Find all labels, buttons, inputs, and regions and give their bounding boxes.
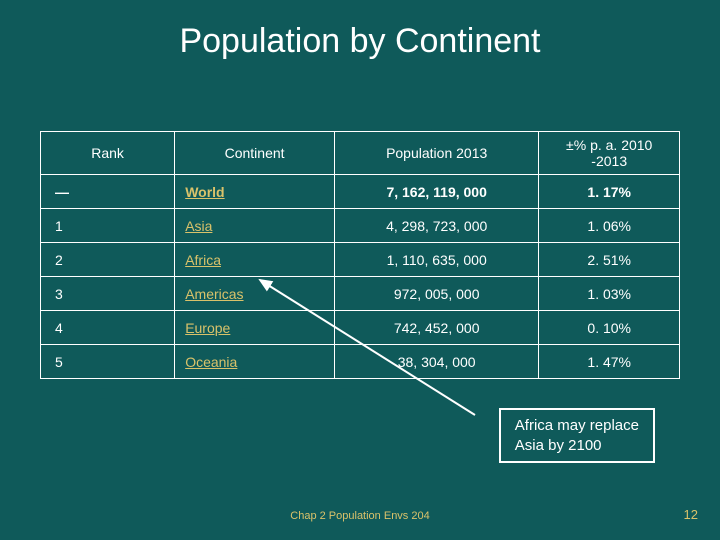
cell-rank: — [41, 175, 175, 209]
table-row: 5 Oceania 38, 304, 0001. 47% [41, 345, 680, 379]
callout-line2: Asia by 2100 [515, 436, 639, 456]
continent-link[interactable]: Europe [185, 320, 230, 336]
cell-continent: Americas [175, 277, 335, 311]
cell-continent: Asia [175, 209, 335, 243]
cell-rank: 4 [41, 311, 175, 345]
continent-link[interactable]: World [185, 184, 224, 200]
slide-number: 12 [684, 507, 698, 522]
cell-pct: 1. 47% [539, 345, 680, 379]
table-row: 4 Europe 742, 452, 0000. 10% [41, 311, 680, 345]
cell-population: 1, 110, 635, 000 [334, 243, 538, 277]
population-table-container: Rank Continent Population 2013 ±% p. a. … [40, 131, 680, 379]
table-row: 3 Americas 972, 005, 0001. 03% [41, 277, 680, 311]
cell-pct: 1. 03% [539, 277, 680, 311]
cell-population: 742, 452, 000 [334, 311, 538, 345]
header-rank: Rank [41, 132, 175, 175]
cell-pct: 1. 17% [539, 175, 680, 209]
table-body: — World 7, 162, 119, 0001. 17% 1 Asia 4, 298,… [41, 175, 680, 379]
continent-link[interactable]: Americas [185, 286, 243, 302]
cell-continent: Oceania [175, 345, 335, 379]
header-population: Population 2013 [334, 132, 538, 175]
table-header-row: Rank Continent Population 2013 ±% p. a. … [41, 132, 680, 175]
header-pct: ±% p. a. 2010 -2013 [539, 132, 680, 175]
continent-link[interactable]: Oceania [185, 354, 237, 370]
cell-population: 972, 005, 000 [334, 277, 538, 311]
cell-population: 7, 162, 119, 000 [334, 175, 538, 209]
cell-pct: 2. 51% [539, 243, 680, 277]
callout-line1: Africa may replace [515, 416, 639, 436]
callout-box: Africa may replace Asia by 2100 [499, 408, 655, 463]
continent-link[interactable]: Africa [185, 252, 221, 268]
cell-continent: Europe [175, 311, 335, 345]
population-table: Rank Continent Population 2013 ±% p. a. … [40, 131, 680, 379]
cell-rank: 2 [41, 243, 175, 277]
cell-population: 38, 304, 000 [334, 345, 538, 379]
slide-title: Population by Continent [0, 0, 720, 61]
cell-pct: 0. 10% [539, 311, 680, 345]
cell-rank: 5 [41, 345, 175, 379]
cell-rank: 3 [41, 277, 175, 311]
table-row: 1 Asia 4, 298, 723, 0001. 06% [41, 209, 680, 243]
cell-pct: 1. 06% [539, 209, 680, 243]
footer-center-text: Chap 2 Population Envs 204 [0, 510, 720, 522]
table-row: — World 7, 162, 119, 0001. 17% [41, 175, 680, 209]
cell-population: 4, 298, 723, 000 [334, 209, 538, 243]
cell-continent: Africa [175, 243, 335, 277]
cell-rank: 1 [41, 209, 175, 243]
table-row: 2 Africa 1, 110, 635, 0002. 51% [41, 243, 680, 277]
continent-link[interactable]: Asia [185, 218, 212, 234]
header-continent: Continent [175, 132, 335, 175]
cell-continent: World [175, 175, 335, 209]
